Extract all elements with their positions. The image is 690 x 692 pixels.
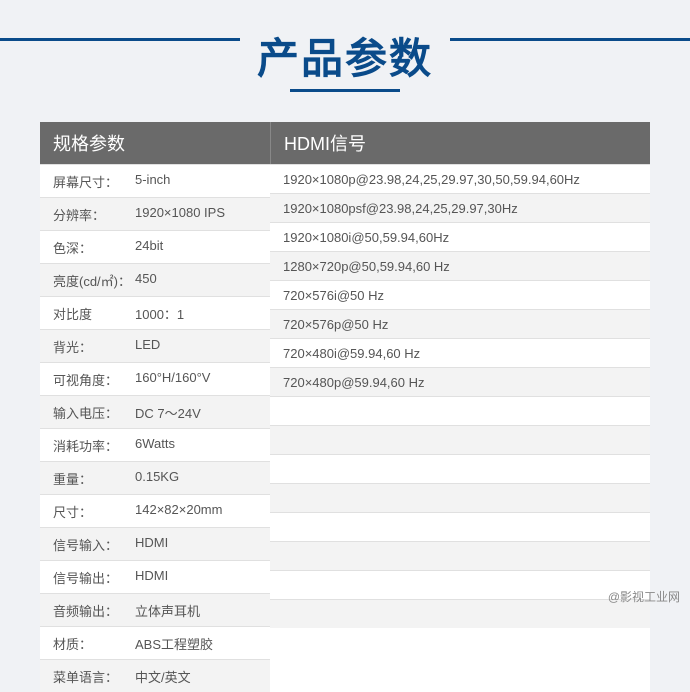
hdmi-row: 1920×1080i@50,59.94,60Hz — [270, 222, 650, 251]
spec-label: 可视角度： — [53, 370, 135, 389]
spec-label: 背光： — [53, 337, 135, 356]
spec-label: 菜单语言： — [53, 667, 135, 686]
spec-row: 尺寸：142×82×20mm — [40, 494, 270, 527]
spec-column-left: 规格参数 屏幕尺寸：5-inch分辨率：1920×1080 IPS色深：24bi… — [40, 122, 270, 692]
hdmi-value — [283, 549, 637, 564]
spec-header-right: HDMI信号 — [270, 122, 650, 164]
spec-value: 6Watts — [135, 436, 257, 455]
spec-label: 输入电压： — [53, 403, 135, 422]
spec-label: 色深： — [53, 238, 135, 257]
spec-row: 信号输出：HDMI — [40, 560, 270, 593]
spec-row: 色深：24bit — [40, 230, 270, 263]
spec-label: 对比度 — [53, 304, 135, 323]
spec-row: 消耗功率：6Watts — [40, 428, 270, 461]
spec-value: 0.15KG — [135, 469, 257, 488]
hdmi-row — [270, 454, 650, 483]
hdmi-value — [283, 607, 637, 622]
hdmi-value: 720×480p@59.94,60 Hz — [283, 375, 637, 390]
hdmi-value — [283, 462, 637, 477]
spec-label: 消耗功率： — [53, 436, 135, 455]
spec-value: HDMI — [135, 568, 257, 587]
spec-value: 5-inch — [135, 172, 257, 191]
hdmi-row — [270, 512, 650, 541]
spec-value: 中文/英文 — [135, 667, 257, 686]
spec-label: 音频输出： — [53, 601, 135, 620]
spec-row: 可视角度：160°H/160°V — [40, 362, 270, 395]
hdmi-value: 1920×1080psf@23.98,24,25,29.97,30Hz — [283, 201, 637, 216]
header-line-left — [0, 38, 240, 41]
spec-value: 立体声耳机 — [135, 601, 257, 620]
spec-row: 信号输入：HDMI — [40, 527, 270, 560]
spec-label: 信号输出： — [53, 568, 135, 587]
spec-label: 重量： — [53, 469, 135, 488]
spec-row: 菜单语言：中文/英文 — [40, 659, 270, 692]
spec-value: 142×82×20mm — [135, 502, 257, 521]
title-underline — [290, 89, 400, 92]
hdmi-value: 1920×1080p@23.98,24,25,29.97,30,50,59.94… — [283, 172, 637, 187]
spec-row: 音频输出：立体声耳机 — [40, 593, 270, 626]
spec-row: 材质：ABS工程塑胶 — [40, 626, 270, 659]
hdmi-row — [270, 396, 650, 425]
spec-row: 屏幕尺寸：5-inch — [40, 164, 270, 197]
hdmi-row — [270, 541, 650, 570]
page-header: 产品参数 — [0, 0, 690, 112]
spec-table: 规格参数 屏幕尺寸：5-inch分辨率：1920×1080 IPS色深：24bi… — [40, 122, 650, 692]
hdmi-row: 1920×1080psf@23.98,24,25,29.97,30Hz — [270, 193, 650, 222]
hdmi-row — [270, 570, 650, 599]
spec-header-left: 规格参数 — [40, 122, 270, 164]
hdmi-value: 720×576p@50 Hz — [283, 317, 637, 332]
spec-row: 重量：0.15KG — [40, 461, 270, 494]
spec-value: ABS工程塑胶 — [135, 634, 257, 653]
spec-value: 450 — [135, 271, 257, 290]
hdmi-value — [283, 491, 637, 506]
spec-row: 分辨率：1920×1080 IPS — [40, 197, 270, 230]
spec-value: 1920×1080 IPS — [135, 205, 257, 224]
spec-label: 信号输入： — [53, 535, 135, 554]
hdmi-value — [283, 520, 637, 535]
spec-row: 输入电压：DC 7～24V — [40, 395, 270, 428]
hdmi-row: 1280×720p@50,59.94,60 Hz — [270, 251, 650, 280]
hdmi-row — [270, 483, 650, 512]
hdmi-value — [283, 578, 637, 593]
hdmi-value: 1920×1080i@50,59.94,60Hz — [283, 230, 637, 245]
watermark: @影视工业网 — [608, 588, 680, 605]
hdmi-value — [283, 433, 637, 448]
hdmi-value: 720×480i@59.94,60 Hz — [283, 346, 637, 361]
hdmi-row: 720×480p@59.94,60 Hz — [270, 367, 650, 396]
hdmi-row: 1920×1080p@23.98,24,25,29.97,30,50,59.94… — [270, 164, 650, 193]
hdmi-value: 1280×720p@50,59.94,60 Hz — [283, 259, 637, 274]
hdmi-row — [270, 425, 650, 454]
spec-value: 1000：1 — [135, 304, 257, 323]
hdmi-row: 720×576p@50 Hz — [270, 309, 650, 338]
hdmi-value — [283, 404, 637, 419]
spec-value: DC 7～24V — [135, 403, 257, 422]
spec-label: 屏幕尺寸： — [53, 172, 135, 191]
hdmi-row: 720×576i@50 Hz — [270, 280, 650, 309]
spec-value: HDMI — [135, 535, 257, 554]
page-title: 产品参数 — [245, 25, 445, 86]
spec-row: 对比度1000：1 — [40, 296, 270, 329]
spec-value: 24bit — [135, 238, 257, 257]
spec-row: 背光：LED — [40, 329, 270, 362]
spec-column-right: HDMI信号 1920×1080p@23.98,24,25,29.97,30,5… — [270, 122, 650, 692]
spec-value: 160°H/160°V — [135, 370, 257, 389]
spec-label: 材质： — [53, 634, 135, 653]
spec-row: 亮度(cd/㎡)：450 — [40, 263, 270, 296]
spec-label: 尺寸： — [53, 502, 135, 521]
header-line-right — [450, 38, 690, 41]
hdmi-value: 720×576i@50 Hz — [283, 288, 637, 303]
spec-value: LED — [135, 337, 257, 356]
hdmi-row: 720×480i@59.94,60 Hz — [270, 338, 650, 367]
spec-label: 分辨率： — [53, 205, 135, 224]
spec-label: 亮度(cd/㎡)： — [53, 271, 135, 290]
hdmi-row — [270, 599, 650, 628]
